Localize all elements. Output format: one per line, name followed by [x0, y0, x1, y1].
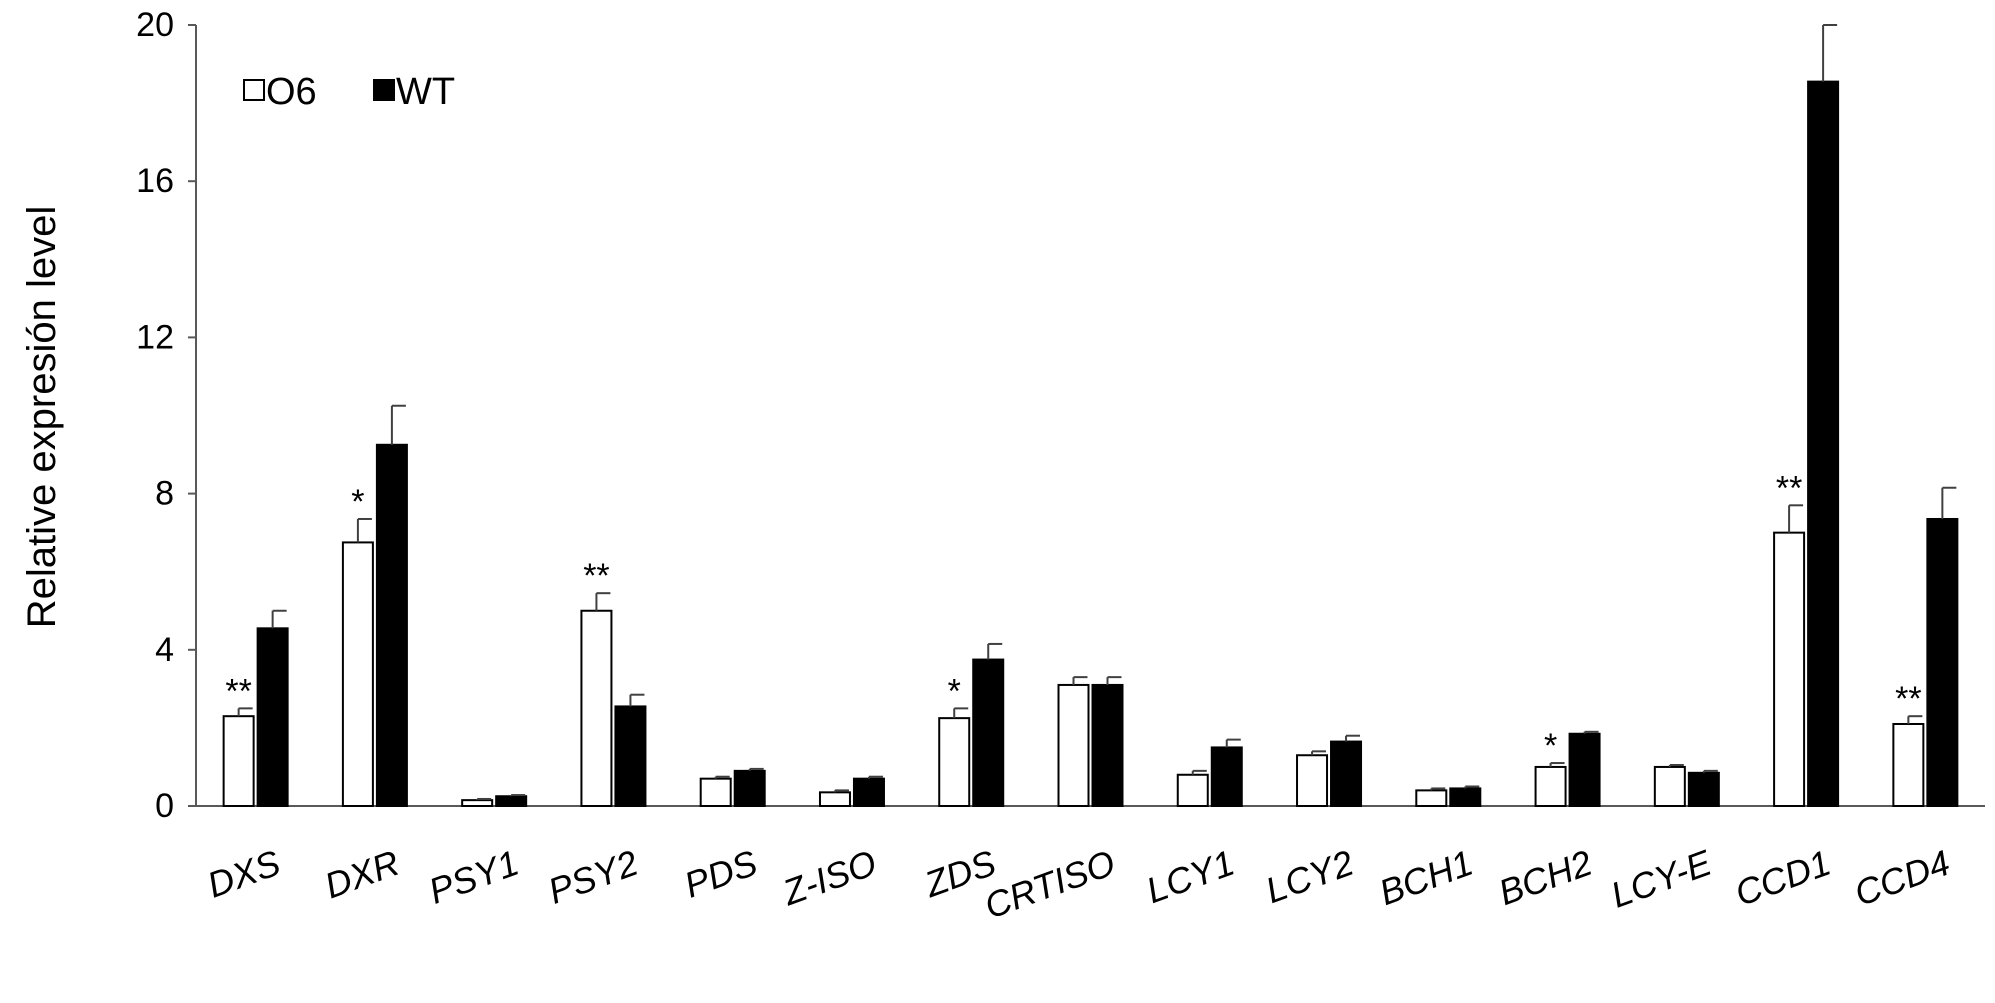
bar-wt-psy2	[614, 705, 647, 807]
x-tick-label: BCH1	[1374, 842, 1478, 913]
bar-o6-psy1	[461, 799, 494, 808]
bar-o6-crtiso	[1057, 683, 1090, 808]
bar-o6-bch1	[1415, 789, 1448, 808]
bar-o6-lcy1	[1176, 773, 1209, 808]
bar-wt-ccd4	[1926, 517, 1959, 807]
x-tick-label: PSY2	[543, 842, 644, 912]
x-tick-label: Z-ISO	[777, 842, 882, 914]
x-tick-label: LCY2	[1260, 842, 1359, 911]
x-tick-label: PDS	[679, 842, 763, 906]
bar-wt-zds	[972, 658, 1005, 807]
bar-wt-dxr	[375, 443, 408, 807]
bar-wt-lcy2	[1330, 740, 1363, 808]
legend-label-o6: O6	[266, 71, 317, 113]
bar-wt-pds	[733, 769, 766, 807]
bar-wt-z-iso	[852, 777, 885, 807]
bar-wt-ccd1	[1807, 80, 1840, 807]
y-tick-labels: 0 4 8 12 16 20	[136, 6, 196, 825]
x-tick-label: LCY-E	[1605, 841, 1717, 915]
bar-o6-z-iso	[818, 791, 851, 808]
bar-wt-bch2	[1568, 732, 1601, 808]
x-tick-label: DXR	[319, 842, 404, 907]
y-tick-label: 16	[136, 162, 174, 200]
bar-o6-dxs	[222, 715, 255, 807]
bars	[222, 80, 1959, 808]
significance-mark: *	[351, 483, 364, 521]
significance-mark: **	[225, 672, 251, 710]
x-tick-label: CCD1	[1730, 842, 1836, 914]
bar-o6-bch2	[1534, 765, 1567, 808]
bar-o6-zds	[938, 717, 971, 808]
bar-wt-psy1	[495, 795, 528, 807]
bar-o6-lcy-e	[1653, 765, 1686, 808]
bar-o6-ccd1	[1773, 531, 1806, 808]
axes	[195, 25, 1985, 807]
significance-mark: *	[1544, 727, 1557, 765]
x-tick-label: CRTISO	[979, 842, 1120, 927]
legend-label-wt: WT	[396, 71, 455, 113]
y-axis-label: Relative expresión level	[20, 206, 64, 628]
legend: O6 WT	[243, 71, 455, 113]
legend-swatch-wt	[373, 79, 395, 101]
significance-mark: **	[1895, 680, 1921, 718]
significance-mark: **	[583, 557, 609, 595]
legend-swatch-o6	[243, 79, 265, 101]
bar-wt-lcy1	[1210, 746, 1243, 807]
bar-o6-psy2	[580, 609, 613, 807]
x-tick-label: CCD4	[1849, 842, 1955, 914]
bar-o6-pds	[699, 777, 732, 807]
significance-mark: *	[948, 672, 961, 710]
error-bars	[237, 24, 1957, 801]
significance-mark: **	[1776, 469, 1802, 507]
bar-o6-dxr	[341, 541, 374, 807]
y-tick-label: 0	[155, 787, 174, 825]
y-tick-label: 8	[155, 475, 174, 513]
bar-wt-bch1	[1449, 787, 1482, 807]
x-tick-label: DXS	[202, 842, 286, 906]
bar-wt-crtiso	[1091, 683, 1124, 808]
bar-o6-ccd4	[1892, 722, 1925, 807]
bar-wt-dxs	[256, 627, 289, 808]
y-tick-label: 12	[136, 318, 174, 356]
bar-wt-lcy-e	[1687, 771, 1720, 807]
y-tick-label: 20	[136, 6, 174, 44]
x-tick-label: BCH2	[1493, 842, 1597, 913]
x-tick-label: LCY1	[1141, 842, 1240, 911]
bar-o6-lcy2	[1296, 754, 1329, 807]
y-tick-label: 4	[155, 631, 174, 669]
x-tick-label: PSY1	[423, 842, 524, 912]
significance-marks: ***********	[225, 469, 1921, 765]
